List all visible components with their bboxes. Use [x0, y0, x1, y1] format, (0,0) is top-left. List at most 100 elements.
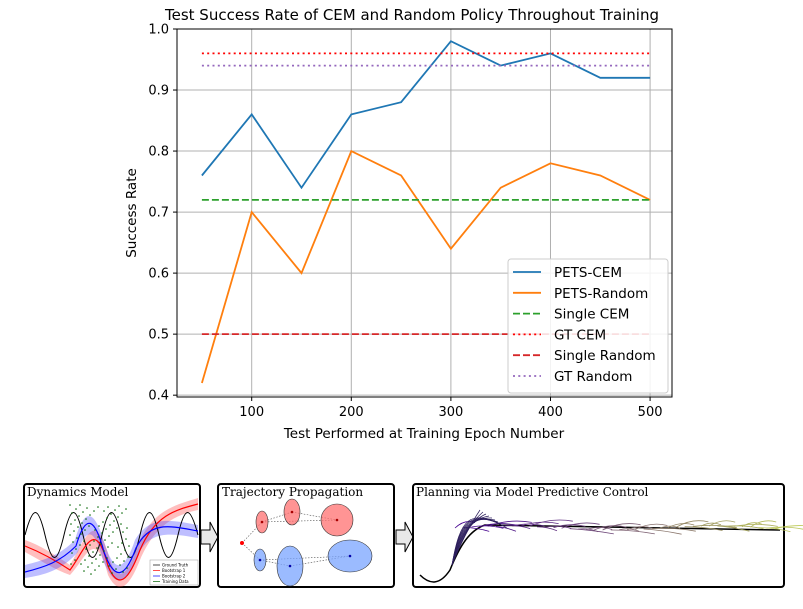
dynamics-legend-label: Bootstrap 2 [162, 573, 186, 578]
training-dot [116, 557, 118, 559]
training-dot [120, 523, 122, 525]
training-dot [120, 553, 122, 555]
training-dot [88, 525, 90, 527]
mpc-rollout [749, 520, 777, 528]
training-dot [99, 554, 101, 556]
training-dot [89, 544, 91, 546]
training-dot [85, 548, 87, 550]
mpc-rollout [451, 517, 508, 566]
training-dot [104, 539, 106, 541]
mpc-rollout [668, 523, 695, 528]
trajectory-panel-title: Trajectory Propagation [222, 485, 363, 499]
dynamics-legend-label: Ground Truth [162, 562, 189, 567]
legend-label: Single CEM [554, 307, 629, 323]
legend-label: PETS-Random [554, 286, 648, 302]
particle-dot [335, 518, 339, 522]
particle-dot [288, 564, 292, 568]
training-dot [84, 529, 86, 531]
training-dot [119, 564, 121, 566]
legend-items: PETS-CEM PETS-Random Single CEM GT CEM Singl… [513, 265, 656, 385]
training-dot [74, 519, 76, 521]
mpc-rollout [495, 525, 517, 532]
training-dot [94, 569, 96, 571]
bootstrap-2-band [25, 516, 198, 581]
training-dot [98, 525, 100, 527]
training-dot [84, 559, 86, 561]
training-dot [82, 511, 84, 513]
training-dot [106, 517, 108, 519]
training-dot [112, 561, 114, 563]
training-dot [93, 510, 95, 512]
training-dot [83, 570, 85, 572]
mpc-rollout [528, 519, 573, 527]
training-dot [75, 508, 77, 510]
training-dot [121, 512, 123, 514]
dynamics-legend-box [149, 559, 199, 586]
training-dot [117, 546, 119, 548]
training-dot [83, 540, 85, 542]
y-tick-label: 0.7 [148, 206, 169, 221]
mpc-rollout [553, 524, 586, 529]
training-dot [101, 532, 103, 534]
training-dot [80, 563, 82, 565]
mpc-rollout [659, 525, 681, 529]
training-dot [107, 506, 109, 508]
training-dot [71, 512, 73, 514]
planning-panel-title: Planning via Model Predictive Control [416, 485, 649, 499]
mpc-rollout [741, 522, 763, 528]
training-dot [88, 555, 90, 557]
training-dot [103, 550, 105, 552]
training-dot [94, 529, 96, 531]
training-dot [110, 513, 112, 515]
training-dot [126, 527, 128, 529]
y-tick-label: 0.5 [148, 328, 169, 343]
training-dot [112, 531, 114, 533]
training-dot [124, 549, 126, 551]
mpc-rollout [684, 526, 723, 531]
legend-label: GT Random [554, 369, 632, 385]
x-axis-label: Test Performed at Training Epoch Number [283, 426, 565, 442]
y-axis-label: Success Rate [124, 168, 140, 258]
training-dot [122, 571, 124, 573]
mpc-rollout [610, 529, 655, 535]
mpc-rollout [602, 523, 641, 531]
dynamics-legend-label: Bootstrap 1 [162, 568, 186, 573]
dynamics-panel-title: Dynamics Model [27, 485, 128, 499]
training-dot [95, 558, 97, 560]
x-tick-label: 200 [339, 405, 364, 420]
training-dot [116, 527, 118, 529]
ground-truth-curve [24, 512, 199, 558]
mpc-rollout [627, 526, 654, 531]
training-dot [113, 520, 115, 522]
training-dot [93, 540, 95, 542]
planning-panel-frame [412, 483, 785, 588]
mpc-rollout [717, 525, 750, 532]
mpc-rollout [635, 523, 668, 530]
training-dot [80, 533, 82, 535]
training-dot [76, 537, 78, 539]
chart-title: Test Success Rate of CEM and Random Poli… [164, 6, 659, 24]
mpc-rollout [520, 521, 559, 527]
training-dot [91, 562, 93, 564]
x-tick-label: 500 [638, 405, 663, 420]
training-dot [81, 522, 83, 524]
training-dot [72, 541, 74, 543]
plot-frame [176, 28, 673, 398]
mpc-rollout [692, 524, 737, 529]
y-tick-label: 0.9 [148, 84, 169, 99]
x-tick-label: 100 [239, 405, 264, 420]
training-dot [90, 573, 92, 575]
training-dot [125, 508, 127, 510]
mpc-rollout [676, 520, 709, 528]
mpc-rollout [536, 526, 558, 532]
training-dot [78, 515, 80, 517]
training-dot [108, 535, 110, 537]
mpc-rollout [487, 520, 532, 527]
particle-dot [348, 554, 352, 558]
training-dot [89, 514, 91, 516]
training-dot [102, 521, 104, 523]
bootstrap-1-mean [24, 503, 199, 581]
training-dot [118, 505, 120, 507]
y-tick-label: 1.0 [148, 23, 169, 38]
